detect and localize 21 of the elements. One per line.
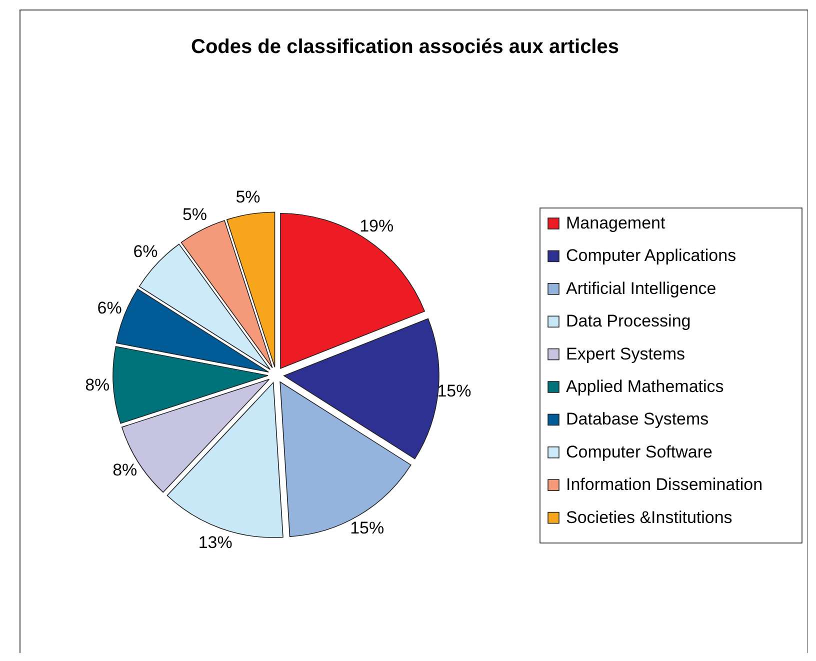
legend-label: Management	[566, 213, 666, 232]
legend-label: Expert Systems	[566, 344, 686, 364]
data-label: 5%	[236, 188, 260, 207]
legend-label: Applied Mathematics	[566, 376, 724, 396]
legend-label: Computer Applications	[566, 246, 736, 266]
legend-label: Information Dissemination	[566, 475, 763, 494]
data-label: 19%	[360, 216, 394, 236]
legend-label: Computer Software	[566, 442, 712, 462]
chart-title: Codes de classification associés aux articles	[191, 36, 619, 58]
legend-label: Database Systems	[566, 410, 709, 429]
legend-label: Artificial Intelligence	[566, 278, 716, 298]
data-label: 15%	[437, 381, 472, 400]
data-label: 5%	[182, 204, 208, 224]
legend-label: Data Processing	[566, 312, 691, 331]
data-label: 13%	[198, 532, 232, 552]
data-label: 8%	[112, 460, 138, 480]
data-label: 8%	[85, 376, 110, 395]
data-label: 6%	[97, 298, 122, 318]
data-label: 6%	[133, 242, 158, 261]
legend-label: Societies &Institutions	[566, 508, 732, 527]
data-label: 15%	[350, 518, 384, 538]
